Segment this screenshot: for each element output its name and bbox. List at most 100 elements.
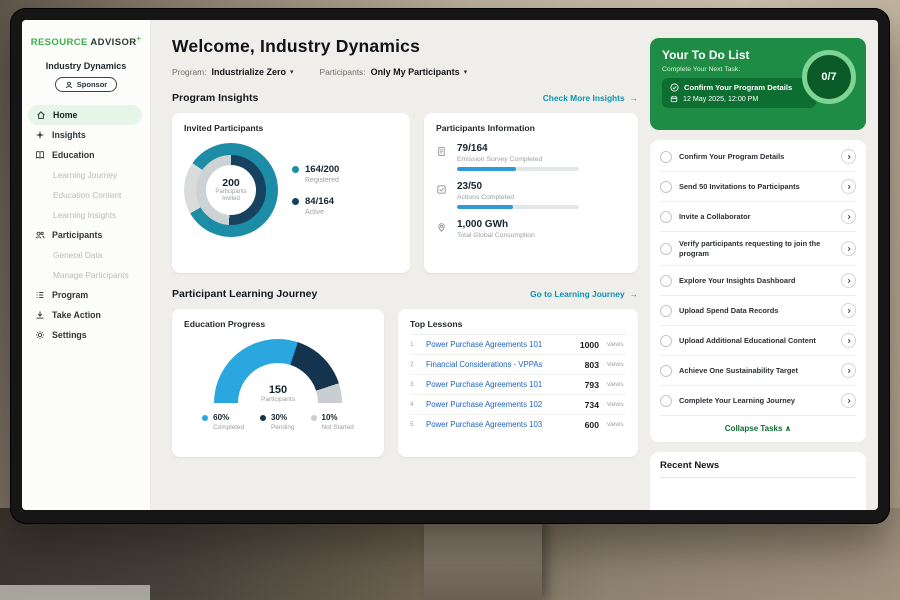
task-row[interactable]: Complete Your Learning Journey bbox=[660, 386, 856, 417]
sidebar-item-education-content[interactable]: Education Content bbox=[22, 185, 150, 205]
sidebar-item-learning-journey[interactable]: Learning Journey bbox=[22, 165, 150, 185]
legend-item-active: 84/164 Active bbox=[292, 196, 339, 216]
task-open-button[interactable] bbox=[841, 209, 856, 224]
task-checkbox[interactable] bbox=[660, 210, 672, 223]
task-open-button[interactable] bbox=[841, 303, 856, 319]
task-checkbox[interactable] bbox=[660, 364, 672, 377]
go-to-learning-journey-link[interactable]: Go to Learning Journey → bbox=[530, 289, 638, 299]
task-checkbox[interactable] bbox=[660, 334, 672, 347]
sidebar-item-participants[interactable]: Participants bbox=[22, 225, 150, 245]
main-content: Welcome, Industry Dynamics Program: Indu… bbox=[150, 20, 650, 510]
participants-filter[interactable]: Participants: Only My Participants ▾ bbox=[319, 67, 467, 77]
active-dot bbox=[292, 198, 299, 205]
task-row[interactable]: Upload Additional Educational Content bbox=[660, 326, 856, 357]
task-open-button[interactable] bbox=[841, 149, 856, 164]
chevron-right-icon bbox=[847, 184, 851, 189]
lesson-link[interactable]: Financial Considerations - VPPAs bbox=[426, 360, 543, 369]
program-filter[interactable]: Program: Industrialize Zero ▾ bbox=[172, 67, 293, 77]
task-row[interactable]: Upload Spend Data Records bbox=[660, 296, 856, 327]
page-title: Welcome, Industry Dynamics bbox=[172, 36, 421, 56]
sidebar-item-settings[interactable]: Settings bbox=[22, 325, 150, 345]
chevron-up-icon: ∧ bbox=[784, 424, 792, 434]
sidebar-item-label: Participants bbox=[52, 230, 103, 241]
sponsor-icon bbox=[65, 81, 72, 88]
task-row[interactable]: Confirm Your Program Details bbox=[660, 142, 856, 172]
invited-participants-card: Invited Participants 200 Participants In… bbox=[172, 113, 410, 273]
check-more-insights-link[interactable]: Check More Insights → bbox=[542, 93, 638, 103]
task-row[interactable]: Invite a Collaborator bbox=[660, 202, 856, 232]
task-checkbox[interactable] bbox=[660, 242, 672, 255]
collapse-tasks-link[interactable]: Collapse Tasks ∧ bbox=[724, 424, 792, 434]
lesson-row: 5 Power Purchase Agreements 103 600 view… bbox=[410, 419, 624, 430]
sidebar-item-take-action[interactable]: Take Action bbox=[22, 305, 150, 325]
todo-summary-card: Your To Do List Complete Your Next Task:… bbox=[650, 38, 866, 130]
home-icon bbox=[37, 111, 45, 119]
sidebar-item-label: Education Content bbox=[53, 190, 122, 201]
sidebar-item-general-data[interactable]: General Data bbox=[22, 245, 150, 265]
sidebar-item-learning-insights[interactable]: Learning Insights bbox=[22, 205, 150, 225]
task-checkbox[interactable] bbox=[660, 304, 672, 317]
invited-center-value: 200 bbox=[222, 176, 240, 189]
insights-cards-row: Invited Participants 200 Participants In… bbox=[172, 113, 638, 273]
top-lessons-title: Top Lessons bbox=[410, 319, 626, 335]
task-open-button[interactable] bbox=[841, 179, 856, 194]
legend-item-completed: 60% Completed bbox=[202, 413, 244, 431]
lesson-row: 3 Power Purchase Agreements 101 793 view… bbox=[410, 375, 626, 395]
task-open-button[interactable] bbox=[841, 333, 856, 349]
task-row[interactable]: Send 50 Invitations to Participants bbox=[660, 172, 856, 202]
invited-donut-center: 200 Participants Invited bbox=[184, 143, 278, 237]
sidebar-item-education[interactable]: Education bbox=[22, 145, 150, 165]
lesson-link[interactable]: Power Purchase Agreements 101 bbox=[426, 380, 543, 389]
education-legend: 60% Completed 30% Pending bbox=[184, 413, 372, 431]
lesson-row: 4 Power Purchase Agreements 102 734 view… bbox=[410, 395, 626, 415]
arrow-right-icon: → bbox=[629, 289, 638, 299]
task-row[interactable]: Verify participants requesting to join t… bbox=[660, 232, 856, 267]
check-circle-icon bbox=[670, 83, 679, 92]
task-checkbox[interactable] bbox=[660, 150, 672, 163]
desk-edge bbox=[0, 585, 150, 600]
program-insights-header: Program Insights Check More Insights → bbox=[172, 92, 638, 104]
learning-cards-row: Education Progress 150 Participants bbox=[172, 309, 638, 457]
brand-secondary: ADVISOR bbox=[90, 37, 137, 49]
sponsor-badge[interactable]: Sponsor bbox=[54, 77, 118, 93]
not-started-dot bbox=[310, 414, 317, 421]
sidebar-item-label: Manage Participants bbox=[53, 270, 129, 281]
participants-filter-label: Participants: bbox=[319, 67, 366, 77]
task-open-button[interactable] bbox=[841, 393, 856, 409]
sidebar-item-program[interactable]: Program bbox=[22, 285, 150, 305]
task-open-button[interactable] bbox=[841, 363, 856, 379]
invited-card-title: Invited Participants bbox=[184, 123, 264, 133]
task-open-button[interactable] bbox=[841, 273, 856, 289]
education-progress-card: Education Progress 150 Participants bbox=[172, 309, 384, 457]
gear-icon bbox=[36, 331, 44, 340]
task-row[interactable]: Explore Your Insights Dashboard bbox=[660, 266, 856, 297]
lesson-link[interactable]: Power Purchase Agreements 103 bbox=[426, 420, 543, 429]
next-task-box[interactable]: Confirm Your Program Details 12 May 2025… bbox=[662, 78, 816, 108]
monitor-bezel: RESOURCE ADVISOR+ Industry Dynamics Spon… bbox=[10, 8, 890, 524]
todo-progress-badge: 0/7 bbox=[802, 50, 856, 104]
task-checkbox[interactable] bbox=[660, 274, 672, 287]
recent-news-title: Recent News bbox=[660, 460, 856, 479]
sidebar-nav: Home Insights Education Learning Journey bbox=[22, 105, 150, 345]
task-row[interactable]: Achieve One Sustainability Target bbox=[660, 356, 856, 387]
task-checkbox[interactable] bbox=[660, 180, 672, 193]
org-name: Industry Dynamics bbox=[45, 61, 127, 72]
sidebar-item-manage-participants[interactable]: Manage Participants bbox=[22, 265, 150, 285]
lesson-row: 2 Financial Considerations - VPPAs 803 v… bbox=[410, 355, 626, 375]
task-open-button[interactable] bbox=[841, 241, 856, 257]
lesson-link[interactable]: Power Purchase Agreements 102 bbox=[426, 400, 543, 409]
app-screen: RESOURCE ADVISOR+ Industry Dynamics Spon… bbox=[22, 20, 878, 510]
todo-task-list: Confirm Your Program Details Send 50 Inv… bbox=[650, 140, 866, 443]
brand-logo: RESOURCE ADVISOR+ bbox=[22, 34, 150, 48]
chevron-right-icon bbox=[847, 214, 851, 219]
sidebar-item-insights[interactable]: Insights bbox=[22, 125, 150, 145]
lesson-link[interactable]: Power Purchase Agreements 101 bbox=[426, 340, 543, 349]
sidebar-item-home[interactable]: Home bbox=[28, 105, 142, 126]
task-checkbox[interactable] bbox=[660, 394, 672, 407]
stat-emission-survey: 79/164 Emission Survey Completed bbox=[436, 143, 626, 171]
location-pin-icon bbox=[436, 219, 448, 239]
legend-item-pending: 30% Pending bbox=[260, 413, 295, 431]
chevron-right-icon bbox=[847, 398, 851, 403]
sidebar-item-label: Learning Insights bbox=[53, 210, 117, 221]
pending-dot bbox=[260, 414, 267, 421]
